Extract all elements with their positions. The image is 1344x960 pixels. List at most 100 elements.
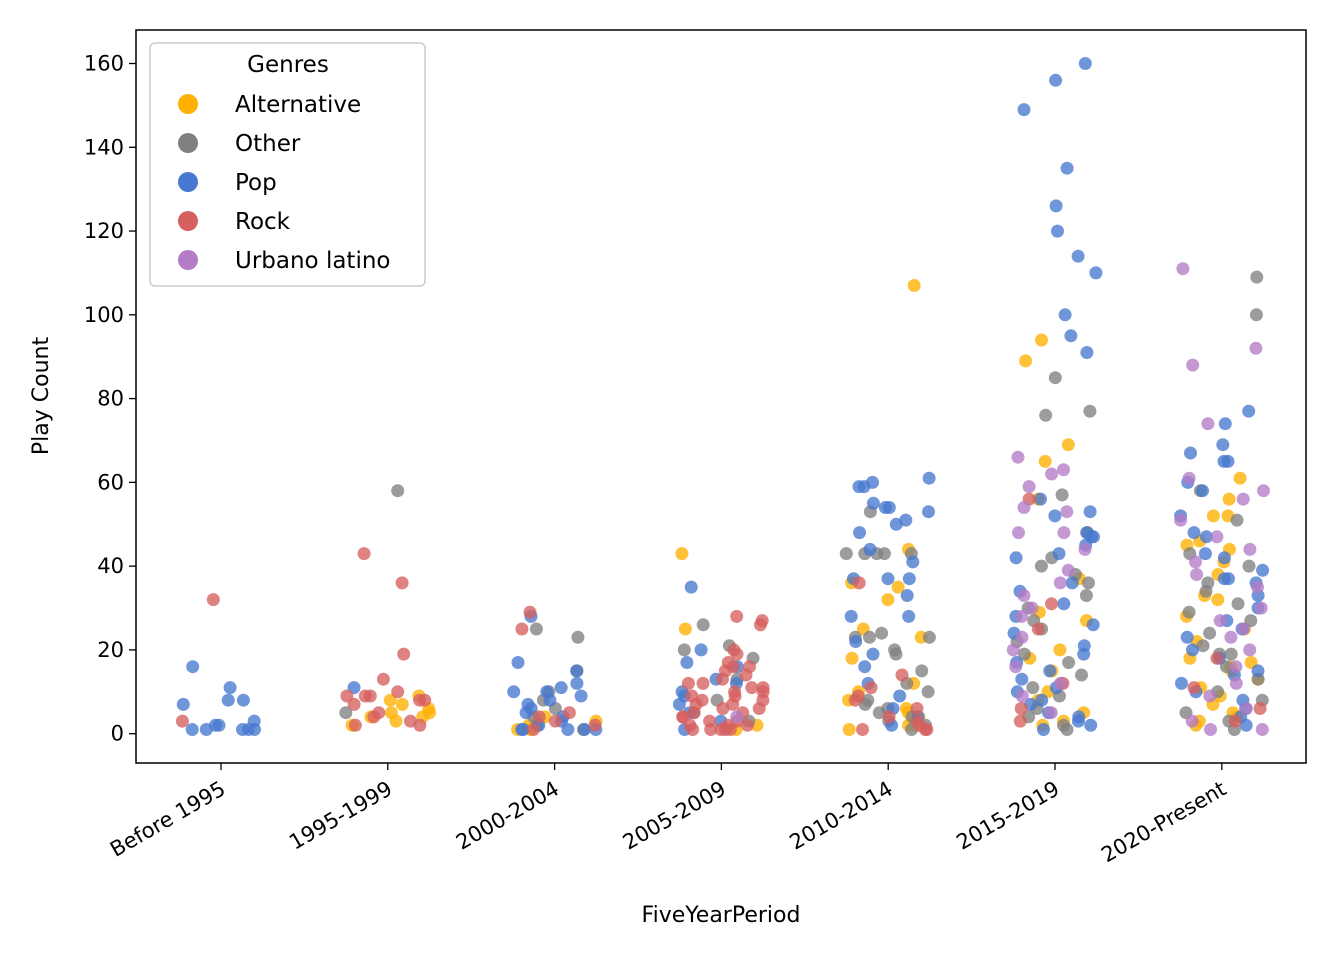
data-point [1013, 714, 1027, 728]
data-point [686, 723, 700, 736]
data-point [1015, 609, 1029, 623]
legend-title: Genres [247, 52, 329, 78]
data-point [548, 714, 562, 728]
data-point [1006, 643, 1020, 657]
data-point [1049, 199, 1063, 213]
data-point [672, 697, 686, 711]
data-point [1083, 404, 1097, 418]
series-pop [176, 57, 1270, 736]
data-point [1203, 689, 1217, 703]
data-point [858, 660, 872, 674]
data-point [1014, 702, 1028, 715]
data-point [754, 618, 767, 632]
data-point [1057, 463, 1070, 477]
data-point [175, 714, 189, 728]
data-point [1015, 630, 1029, 644]
data-point [1176, 262, 1190, 276]
data-point [348, 718, 362, 732]
data-point [687, 706, 701, 720]
data-point [675, 547, 689, 561]
data-point [852, 576, 866, 590]
data-point [562, 706, 576, 720]
x-axis-title: FiveYearPeriod [642, 903, 801, 928]
data-point [849, 635, 863, 648]
points-layer [175, 57, 1270, 736]
data-point [1064, 329, 1078, 343]
data-point [1051, 224, 1064, 238]
data-point [1039, 408, 1053, 422]
data-point [1180, 630, 1194, 644]
data-point [1175, 676, 1188, 690]
data-point [1254, 601, 1268, 615]
data-point [1199, 584, 1213, 598]
data-point [1009, 660, 1023, 674]
data-point [1233, 471, 1247, 485]
y-tick-label: 60 [97, 470, 124, 494]
data-point [910, 702, 924, 715]
data-point [384, 706, 398, 720]
legend-box [149, 42, 426, 287]
data-point [1044, 706, 1058, 720]
y-axis-title: Play Count [29, 337, 54, 456]
data-point [1222, 572, 1235, 586]
data-point [1201, 417, 1215, 431]
y-tick-label: 140 [84, 135, 124, 159]
data-point [1256, 563, 1270, 577]
data-point [1043, 664, 1057, 678]
data-point [1257, 484, 1270, 498]
data-point [574, 689, 588, 703]
data-point [1053, 643, 1067, 657]
legend-marker-urbano-latino [178, 250, 198, 270]
data-point [1057, 526, 1071, 540]
data-point [752, 702, 766, 715]
data-point [864, 681, 878, 695]
legend-marker-alternative [178, 94, 198, 114]
data-point [875, 626, 889, 640]
data-point [1236, 492, 1250, 506]
data-point [739, 668, 753, 682]
data-point [1026, 681, 1040, 695]
data-point [1055, 488, 1069, 502]
data-point [684, 580, 698, 594]
data-point [1053, 576, 1067, 590]
data-point [1228, 714, 1242, 728]
data-point [1065, 576, 1079, 590]
data-point [1242, 559, 1256, 573]
data-point [856, 723, 869, 736]
data-point [1210, 651, 1224, 665]
data-point [1210, 530, 1224, 544]
data-point [1237, 622, 1250, 636]
data-point [1012, 526, 1025, 540]
data-point [1060, 505, 1074, 519]
data-point [716, 672, 729, 686]
data-point [1017, 501, 1031, 514]
data-point [906, 555, 920, 569]
data-point [1249, 341, 1263, 355]
data-point [900, 589, 914, 602]
data-point [1058, 308, 1072, 322]
data-point [863, 542, 877, 556]
data-point [681, 676, 695, 690]
data-point [236, 723, 249, 736]
data-point [1017, 589, 1031, 602]
data-point [1022, 480, 1036, 494]
data-point [1061, 438, 1075, 452]
data-point [1052, 547, 1066, 561]
data-point [1217, 454, 1231, 468]
data-point [1049, 73, 1063, 87]
data-point [1211, 593, 1225, 607]
data-point [730, 647, 744, 661]
data-point [745, 681, 759, 695]
data-point [1061, 563, 1075, 577]
data-point [529, 622, 543, 636]
data-point [696, 676, 710, 690]
data-point [383, 693, 397, 707]
data-point [1048, 509, 1062, 523]
data-point [694, 643, 708, 657]
y-tick-label: 20 [97, 638, 124, 662]
legend-marker-other [178, 133, 198, 153]
y-axis: 0 20 40 60 80 100 120 140 160 [84, 52, 136, 746]
data-point [236, 693, 250, 707]
data-point [714, 723, 728, 736]
